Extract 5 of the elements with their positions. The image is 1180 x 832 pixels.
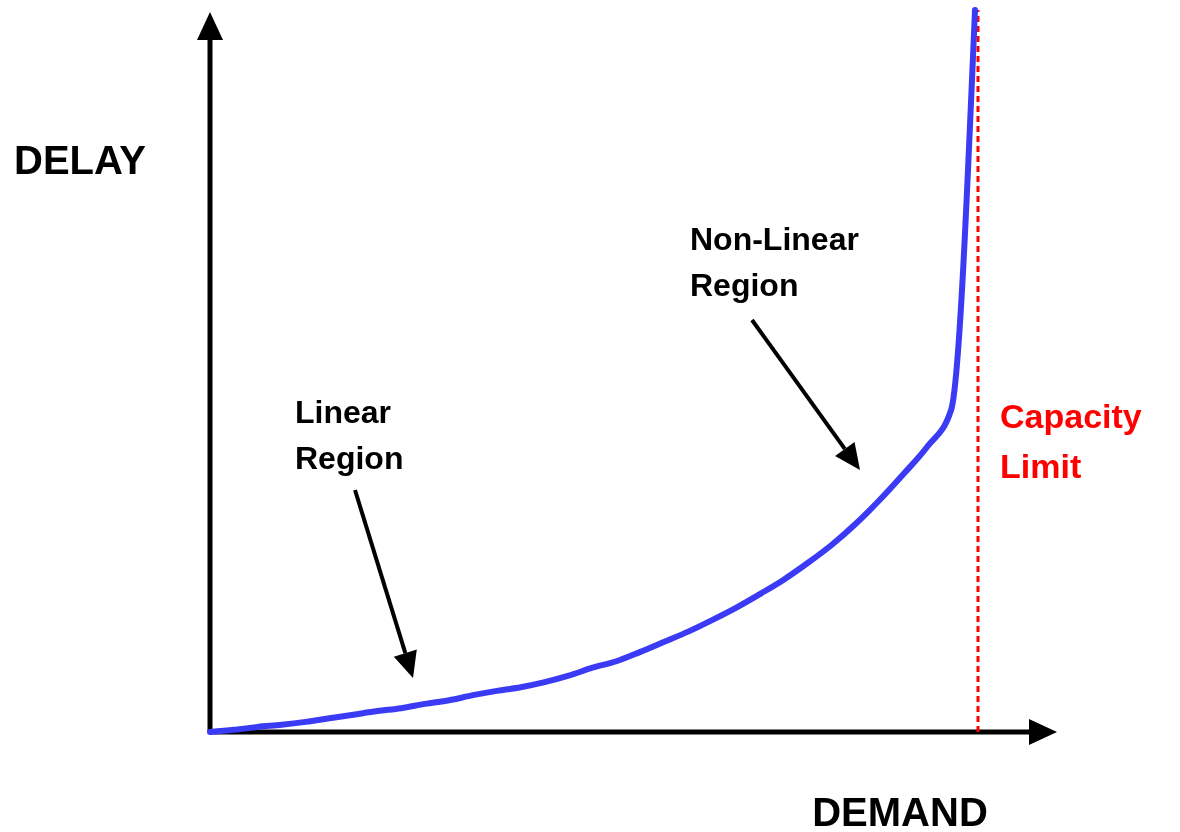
y-axis-title: DELAY <box>14 138 147 182</box>
annotation: Non-Linear Region <box>690 221 859 303</box>
text: Capacity Limit <box>1000 397 1142 485</box>
x-axis-title: DEMAND <box>812 790 988 832</box>
annotation: Linear Region <box>295 394 404 476</box>
